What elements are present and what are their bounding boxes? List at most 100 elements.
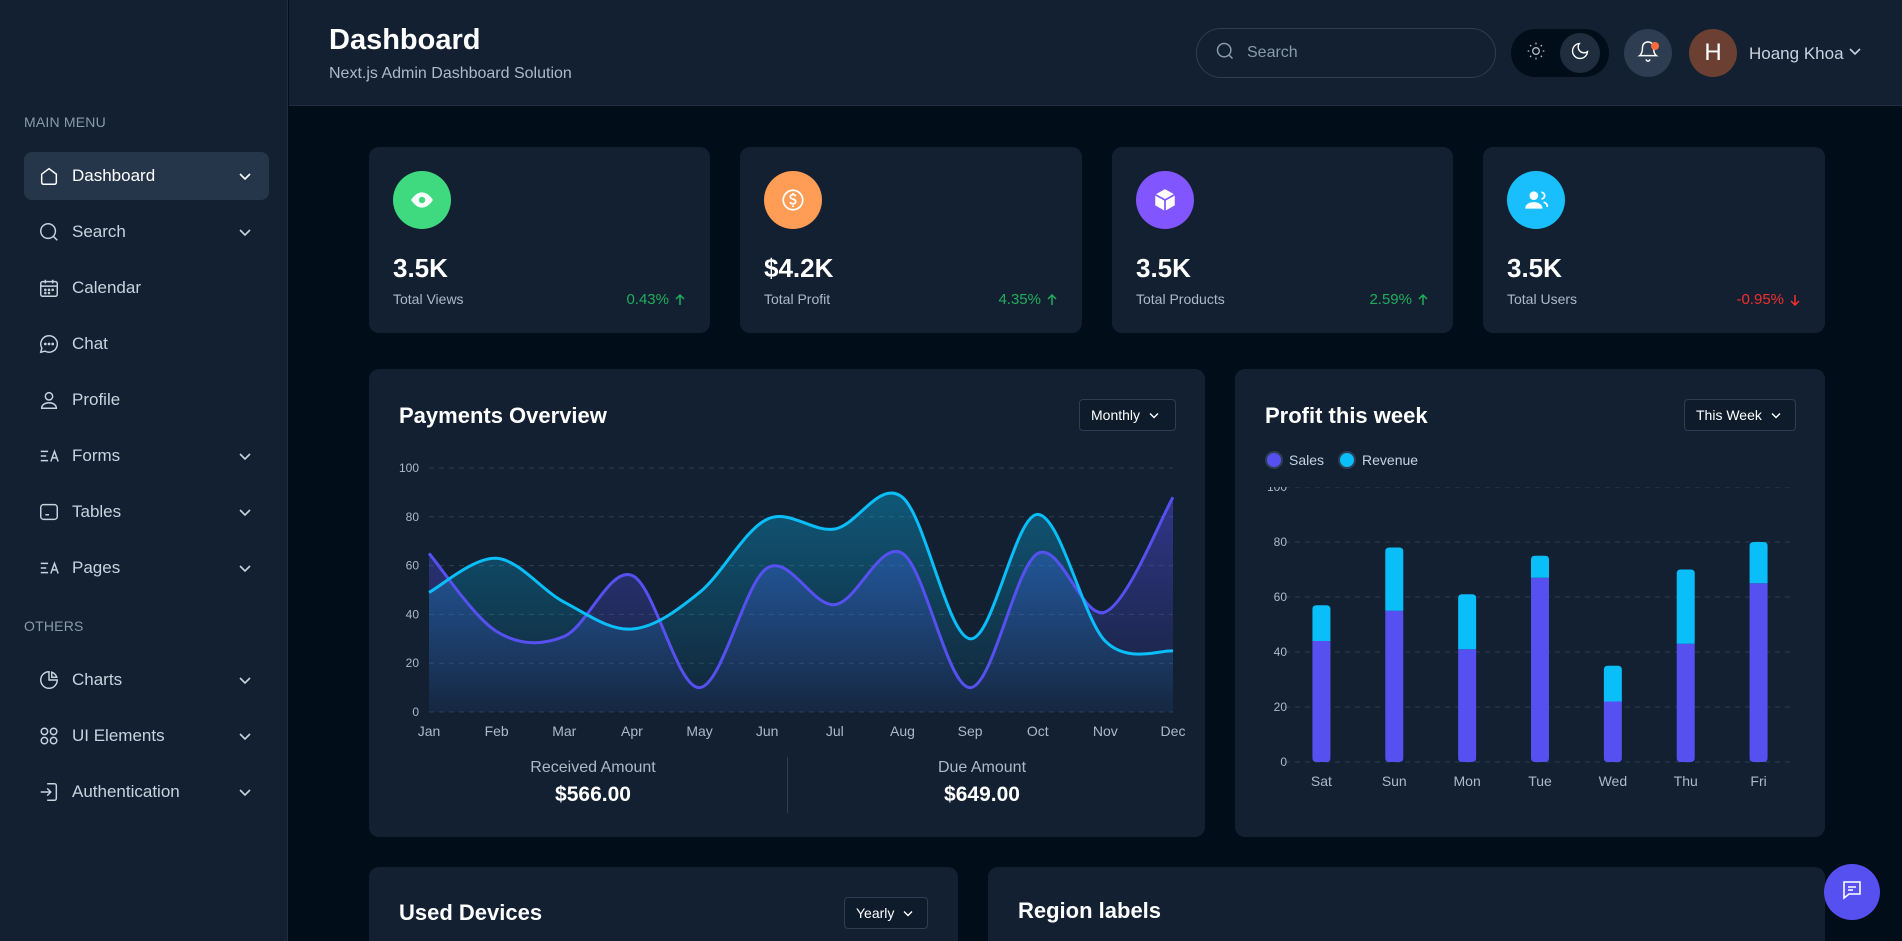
stat-card-profit: $4.2K Total Profit 4.35% xyxy=(740,147,1082,333)
sidebar-item-ui-elements[interactable]: UI Elements xyxy=(24,712,269,760)
sidebar-item-pages[interactable]: Pages xyxy=(24,544,269,592)
bar-revenue xyxy=(1458,594,1477,650)
x-tick-label: Sep xyxy=(958,723,983,739)
arrow-up-icon xyxy=(1047,293,1057,305)
stat-card-products: 3.5K Total Products 2.59% xyxy=(1112,147,1453,333)
stat-change-value: -0.95% xyxy=(1736,291,1784,308)
pages-icon xyxy=(38,557,60,579)
legend-label: Revenue xyxy=(1362,452,1419,468)
stat-change: 4.35% xyxy=(998,291,1058,308)
x-tick-label: Mon xyxy=(1454,773,1481,789)
chevron-down-icon xyxy=(235,782,255,802)
stat-label: Total Profit xyxy=(764,291,831,307)
sidebar-item-label: Search xyxy=(72,222,126,241)
legend-item-revenue[interactable]: Revenue xyxy=(1338,451,1418,469)
page-title: Dashboard xyxy=(329,24,481,56)
y-tick-label: 100 xyxy=(399,461,419,475)
bar-sales xyxy=(1458,649,1477,762)
y-tick-label: 0 xyxy=(1280,755,1287,769)
stat-label: Total Views xyxy=(393,291,464,307)
stat-change-value: 0.43% xyxy=(626,291,669,308)
bar-revenue xyxy=(1603,665,1622,702)
sidebar-item-label: Chat xyxy=(72,334,108,353)
main-menu-heading: MAIN MENU xyxy=(24,114,106,130)
chevron-down-icon xyxy=(235,446,255,466)
chevron-down-icon xyxy=(235,726,255,746)
x-tick-label: Mar xyxy=(552,723,576,739)
x-tick-label: Aug xyxy=(890,723,915,739)
home-icon xyxy=(38,165,60,187)
legend-swatch xyxy=(1338,451,1357,469)
grid-icon xyxy=(38,725,60,747)
received-amount: Received Amount $566.00 xyxy=(398,759,788,807)
box-icon xyxy=(1136,171,1194,229)
sidebar-item-tables[interactable]: Tables xyxy=(24,488,269,536)
profit-chart: 0 20 40 60 80 100 Sat Sun Mon Tue Wed Thu Fri xyxy=(1267,487,1795,789)
profit-week-card: Profit this week This Week Sales Revenue… xyxy=(1235,369,1825,837)
user-name[interactable]: Hoang Khoa xyxy=(1749,44,1844,63)
bar-sales xyxy=(1676,643,1695,762)
avatar[interactable]: H xyxy=(1689,29,1737,77)
bar-sales xyxy=(1531,577,1549,762)
received-value: $566.00 xyxy=(555,783,631,806)
legend-item-sales[interactable]: Sales xyxy=(1265,451,1324,469)
search-box[interactable] xyxy=(1196,28,1496,78)
theme-toggle[interactable] xyxy=(1511,29,1609,77)
bar-revenue xyxy=(1676,569,1695,644)
chat-fab-button[interactable] xyxy=(1824,864,1880,920)
sidebar-item-chat[interactable]: Chat xyxy=(24,320,269,368)
notification-dot xyxy=(1651,42,1659,50)
x-tick-label: Nov xyxy=(1093,723,1118,739)
bar-sales xyxy=(1385,610,1404,762)
chat-icon xyxy=(38,333,60,355)
dropdown-value: Monthly xyxy=(1091,407,1141,423)
sidebar-item-profile[interactable]: Profile xyxy=(24,376,269,424)
stat-value: 3.5K xyxy=(1507,253,1562,283)
dark-mode-button[interactable] xyxy=(1560,33,1600,73)
y-tick-label: 20 xyxy=(406,656,420,670)
bar-revenue xyxy=(1749,542,1768,584)
region-title: Region labels xyxy=(1018,898,1162,923)
search-icon xyxy=(38,221,60,243)
due-label: Due Amount xyxy=(937,759,1027,776)
sidebar-item-calendar[interactable]: Calendar xyxy=(24,264,269,312)
payments-overview-card: Payments Overview Monthly 0 20 40 60 80 100 Ja… xyxy=(369,369,1205,837)
chevron-down-icon[interactable] xyxy=(1847,43,1863,64)
arrow-up-icon xyxy=(1418,293,1428,305)
series-area xyxy=(429,493,1173,712)
x-tick-label: Tue xyxy=(1528,773,1552,789)
sidebar-item-charts[interactable]: Charts xyxy=(24,656,269,704)
stat-value: 3.5K xyxy=(393,253,448,283)
light-mode-button[interactable] xyxy=(1516,33,1556,73)
stat-change: -0.95% xyxy=(1736,291,1801,308)
legend-label: Sales xyxy=(1289,452,1325,468)
x-tick-label: Jul xyxy=(826,723,844,739)
x-tick-label: Wed xyxy=(1599,773,1628,789)
payments-title: Payments Overview xyxy=(399,403,607,428)
x-tick-label: Apr xyxy=(621,723,643,739)
bar-sales xyxy=(1603,701,1622,762)
region-labels-card: Region labels xyxy=(988,867,1825,941)
sidebar-item-search[interactable]: Search xyxy=(24,208,269,256)
profit-title: Profit this week xyxy=(1265,403,1428,428)
y-tick-label: 40 xyxy=(1274,645,1288,659)
stat-card-users: 3.5K Total Users -0.95% xyxy=(1483,147,1825,333)
forms-icon xyxy=(38,445,60,467)
sidebar-item-dashboard[interactable]: Dashboard xyxy=(24,152,269,200)
sidebar-item-authentication[interactable]: Authentication xyxy=(24,768,269,816)
y-tick-label: 80 xyxy=(406,510,420,524)
stat-value: 3.5K xyxy=(1136,253,1191,283)
arrow-down-icon xyxy=(1790,294,1800,306)
notifications-button[interactable] xyxy=(1624,29,1672,77)
payments-chart: 0 20 40 60 80 100 Jan Feb Mar Apr May Jun Jul Aug Sep O… xyxy=(399,461,1185,739)
profit-period-dropdown[interactable]: This Week xyxy=(1684,399,1796,431)
bar-revenue xyxy=(1531,555,1549,578)
stat-label: Total Users xyxy=(1507,291,1578,307)
search-input[interactable] xyxy=(1247,44,1477,62)
devices-period-dropdown[interactable]: Yearly xyxy=(844,897,928,929)
sidebar-item-label: Dashboard xyxy=(72,166,156,185)
chevron-down-icon xyxy=(235,670,255,690)
payments-period-dropdown[interactable]: Monthly xyxy=(1079,399,1176,431)
chat-icon xyxy=(1840,878,1864,907)
sidebar-item-forms[interactable]: Forms xyxy=(24,432,269,480)
